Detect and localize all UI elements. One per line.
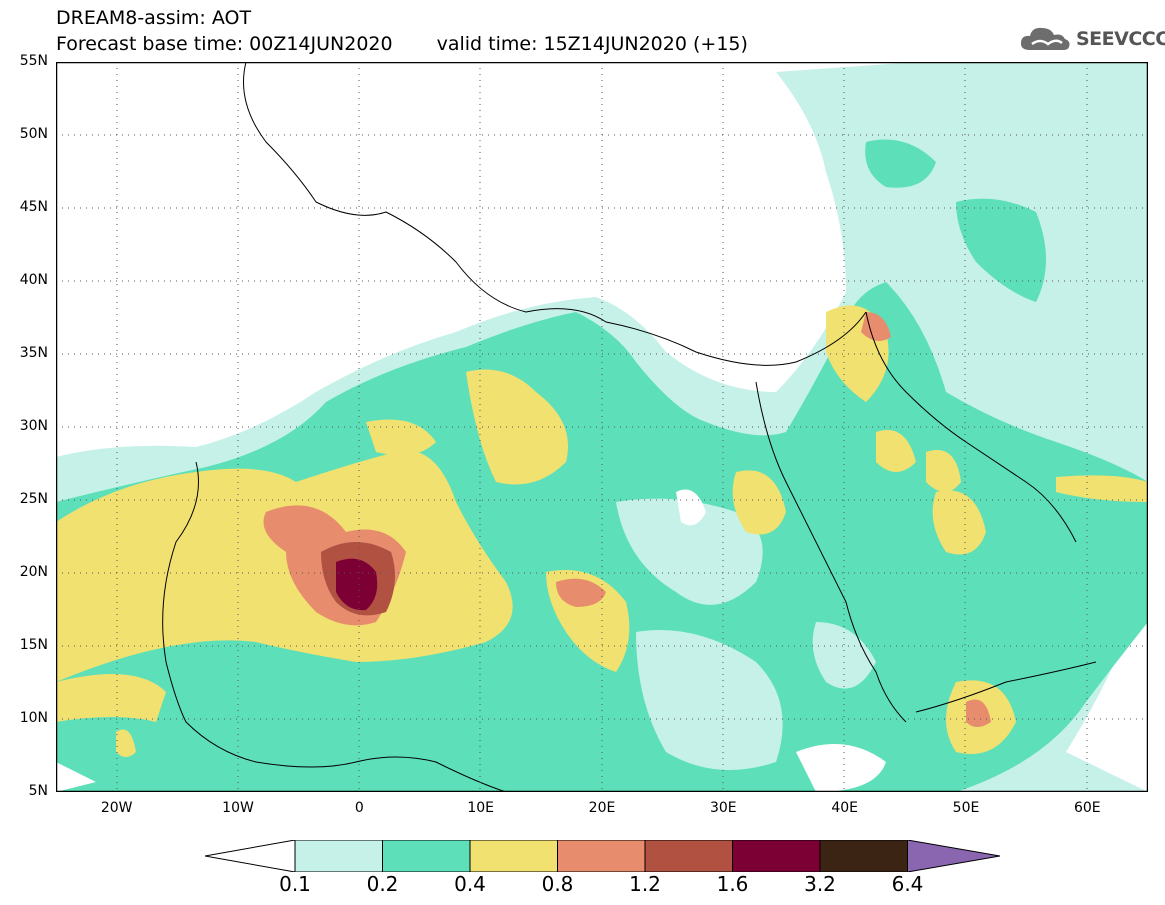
- lon-label: 20E: [588, 800, 616, 816]
- graticule: [56, 62, 1148, 792]
- lat-label: 10N: [19, 710, 48, 726]
- lat-label: 50N: [19, 126, 48, 142]
- logo-text: SEEVCCC: [1076, 28, 1165, 50]
- colorbar-tick-label: 0.8: [541, 872, 574, 896]
- colorbar-swatch: [819, 840, 908, 872]
- lat-label: 20N: [19, 564, 48, 580]
- lat-label: 45N: [19, 199, 48, 215]
- lon-label: 50E: [952, 800, 980, 816]
- lon-label: 0: [354, 800, 364, 816]
- colorbar-swatch: [557, 840, 646, 872]
- colorbar-swatch: [294, 840, 383, 872]
- map-plot: [56, 62, 1148, 792]
- colorbar: [205, 840, 1000, 872]
- colorbar-tick-label: 6.4: [891, 872, 924, 896]
- colorbar-tick-label: 1.2: [629, 872, 661, 896]
- lon-label: 10E: [467, 800, 494, 816]
- colorbar-tick-label: 0.2: [366, 872, 399, 896]
- time-info: Forecast base time: 00Z14JUN2020 valid ti…: [56, 34, 748, 54]
- chart-title: DREAM8-assim: AOT: [56, 7, 252, 29]
- colorbar-swatch: [469, 840, 558, 872]
- lat-label: 15N: [19, 637, 48, 653]
- lat-label: 55N: [19, 53, 48, 69]
- cloud-icon: [1020, 27, 1070, 50]
- colorbar-swatch: [644, 840, 733, 872]
- colorbar-tick-label: 1.6: [716, 872, 749, 896]
- base-time: Forecast base time: 00Z14JUN2020: [56, 33, 393, 55]
- aot-layer-0.4: [56, 305, 1148, 757]
- colorbar-tick-label: 3.2: [804, 872, 836, 896]
- lon-label: 60E: [1073, 800, 1101, 816]
- lon-label: 30E: [709, 800, 737, 816]
- lon-label: 20W: [100, 800, 133, 816]
- lat-label: 35N: [19, 345, 48, 361]
- lat-label: 5N: [28, 783, 48, 799]
- valid-time: valid time: 15Z14JUN2020 (+15): [436, 33, 748, 55]
- colorbar-tick-label: 0.1: [279, 872, 311, 896]
- lon-label: 10W: [222, 800, 254, 816]
- lat-label: 30N: [19, 418, 48, 434]
- colorbar-swatch: [732, 840, 821, 872]
- colorbar-swatch-under: [205, 840, 296, 872]
- colorbar-swatch: [382, 840, 471, 872]
- lat-label: 25N: [19, 491, 48, 507]
- lat-label: 40N: [19, 272, 48, 288]
- colorbar-swatch-over: [907, 840, 1000, 872]
- lon-label: 40E: [831, 800, 858, 816]
- colorbar-tick-label: 0.4: [454, 872, 486, 896]
- coastlines: [162, 62, 1097, 792]
- aot-layer-1.6: [336, 558, 378, 611]
- logo: SEEVCCC: [1018, 24, 1165, 54]
